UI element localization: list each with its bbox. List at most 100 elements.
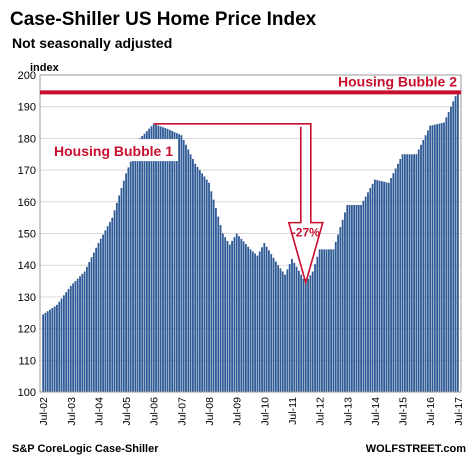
x-tick-label: Jul-04 <box>93 397 105 426</box>
bar <box>309 275 312 392</box>
bar <box>353 204 356 392</box>
bar <box>42 314 45 392</box>
bar <box>129 161 132 392</box>
bar <box>95 247 98 392</box>
x-tick-label: Jul-02 <box>38 397 50 426</box>
bar <box>189 154 192 392</box>
bar <box>284 274 286 392</box>
bar <box>86 266 88 392</box>
bar <box>420 144 422 392</box>
bar <box>265 246 268 392</box>
bar <box>122 180 125 392</box>
bar <box>380 181 383 392</box>
bar <box>171 131 174 392</box>
bar <box>157 125 160 392</box>
bar <box>111 217 114 392</box>
bar <box>339 227 342 392</box>
bar <box>139 138 141 392</box>
bar <box>355 204 358 392</box>
bar <box>173 132 176 392</box>
bar <box>293 262 296 392</box>
bar <box>323 249 326 392</box>
bar <box>440 123 443 392</box>
bar <box>224 237 227 392</box>
bar <box>450 106 452 392</box>
bar <box>427 130 429 393</box>
bar <box>251 251 254 392</box>
bar <box>92 252 95 392</box>
x-tick-label: Jul-11 <box>287 397 299 425</box>
bar <box>397 163 399 392</box>
bar <box>90 257 93 392</box>
bar <box>291 258 293 392</box>
bar <box>376 180 379 392</box>
bar <box>44 312 47 392</box>
bar <box>415 154 418 392</box>
bar <box>447 111 450 392</box>
bar <box>136 144 139 392</box>
bar <box>205 179 208 392</box>
bar <box>79 276 81 392</box>
bar <box>399 159 402 392</box>
bar <box>348 204 351 392</box>
bubble2-label: Housing Bubble 2 <box>338 73 457 89</box>
y-tick-label: 140 <box>18 260 36 272</box>
bar <box>330 249 333 392</box>
bar <box>403 154 406 392</box>
watermark-label: WOLFSTREET.com <box>366 443 466 455</box>
bar <box>185 144 187 392</box>
bar <box>362 200 365 392</box>
bar <box>295 266 298 392</box>
bar <box>51 308 54 392</box>
y-tick-label: 110 <box>18 355 36 367</box>
bar <box>56 304 58 392</box>
x-tick-label: Jul-17 <box>453 397 465 426</box>
bar <box>178 134 180 393</box>
bar <box>443 122 445 393</box>
bar <box>240 238 243 392</box>
bar <box>155 124 157 392</box>
bar <box>152 123 155 392</box>
bar <box>249 249 252 392</box>
bubble1-label: Housing Bubble 1 <box>54 143 173 159</box>
bar <box>392 173 395 392</box>
bar <box>297 270 300 392</box>
bar <box>164 128 167 393</box>
x-tick-label: Jul-12 <box>315 397 327 426</box>
y-tick-label: 180 <box>18 133 36 145</box>
bar <box>387 182 390 392</box>
x-tick-label: Jul-13 <box>342 397 354 426</box>
x-axis-ticks: Jul-02 Jul-03 Jul-04 Jul-05 Jul-06 Jul-07 Jul-… <box>38 397 465 426</box>
bar <box>134 150 137 392</box>
bar <box>371 183 374 392</box>
bar <box>219 225 222 392</box>
bar <box>215 208 217 392</box>
bar <box>277 265 280 392</box>
bar <box>314 264 316 392</box>
bar <box>180 135 183 393</box>
bar <box>247 246 250 392</box>
bar <box>300 274 303 392</box>
bar <box>281 271 284 392</box>
bar <box>106 226 109 392</box>
bar <box>401 154 404 392</box>
bar <box>83 271 86 392</box>
bar <box>118 195 121 392</box>
x-tick-label: Jul-16 <box>425 397 437 426</box>
bar <box>62 295 65 392</box>
bar <box>88 262 91 392</box>
bar <box>187 149 190 392</box>
bar <box>168 129 171 392</box>
x-tick-label: Jul-09 <box>232 397 244 426</box>
bar <box>194 163 197 392</box>
bar <box>198 170 201 392</box>
bar <box>228 244 231 392</box>
bar <box>192 159 194 392</box>
bar <box>120 188 123 392</box>
bar <box>238 236 240 392</box>
y-tick-label: 190 <box>18 102 36 114</box>
bar <box>390 178 392 392</box>
bar <box>263 243 266 392</box>
bar <box>217 216 220 392</box>
